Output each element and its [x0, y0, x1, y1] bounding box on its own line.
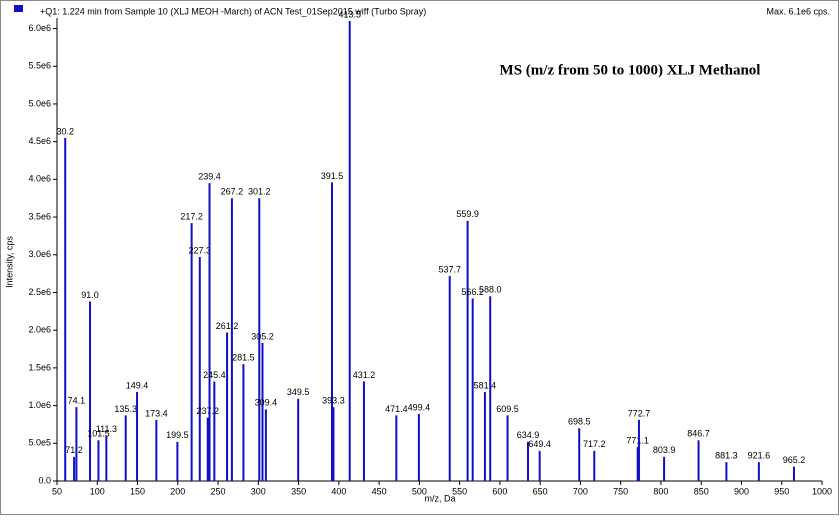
x-tick-label: 1000: [812, 486, 832, 496]
peak-label: 91.0: [81, 290, 99, 300]
peak-label: 559.9: [456, 209, 479, 219]
peak-label: 135.3: [114, 404, 137, 414]
peak-label: 227.3: [189, 245, 212, 255]
x-tick-label: 450: [372, 486, 387, 496]
peak-label: 581.4: [474, 380, 497, 390]
x-tick-label: 800: [653, 486, 668, 496]
x-tick-label: 250: [211, 486, 226, 496]
y-tick-label: 4.5e6: [28, 136, 51, 146]
peak-label: 499.4: [408, 402, 431, 412]
x-tick-label: 400: [331, 486, 346, 496]
peak-label: 803.9: [653, 445, 676, 455]
peak-label: 921.6: [748, 451, 771, 461]
peak-label: 74.1: [68, 395, 86, 405]
peak-label: 634.9: [517, 430, 540, 440]
x-tick-label: 750: [613, 486, 628, 496]
peak-label: 281.5: [232, 352, 255, 362]
x-tick-label: 700: [573, 486, 588, 496]
peak-label: 431.2: [353, 370, 376, 380]
y-tick-label: 2.5e6: [28, 287, 51, 297]
y-tick-label: 5.0e5: [28, 438, 51, 448]
peak-label: 471.4: [385, 404, 408, 414]
max-label: Max. 6.1e6 cps.: [766, 6, 830, 16]
header: +Q1: 1.224 min from Sample 10 (XLJ MEOH …: [40, 6, 426, 16]
y-tick-label: 6.0e6: [28, 23, 51, 33]
y-tick-label: 2.0e6: [28, 325, 51, 335]
y-axis-label: Intensity, cps: [4, 236, 14, 288]
y-tick-label: 3.5e6: [28, 211, 51, 221]
peak-label: 245.4: [203, 370, 226, 380]
x-tick-label: 850: [694, 486, 709, 496]
peak-label: 173.4: [145, 408, 168, 418]
peak-label: 267.2: [221, 187, 244, 197]
peak-label: 261.2: [216, 321, 239, 331]
y-tick-label: 1.5e6: [28, 362, 51, 372]
peak-label: 698.5: [568, 417, 591, 427]
peak-label: 301.2: [248, 187, 271, 197]
peak-label: 771.1: [626, 435, 649, 445]
peak-label: 71.2: [65, 445, 83, 455]
peak-label: 217.2: [180, 211, 203, 221]
y-tick-label: 1.0e6: [28, 400, 51, 410]
peak-label: 149.4: [126, 380, 149, 390]
peak-label: 537.7: [438, 264, 461, 274]
x-tick-label: 300: [251, 486, 266, 496]
peak-label: 965.2: [783, 455, 806, 465]
peak-label: 772.7: [628, 408, 651, 418]
peak-label: 237.2: [196, 406, 219, 416]
y-tick-label: 5.0e6: [28, 98, 51, 108]
x-tick-label: 900: [734, 486, 749, 496]
peak-label: 349.5: [287, 387, 310, 397]
peak-label: 609.5: [496, 404, 519, 414]
peak-label: 305.2: [251, 331, 274, 341]
y-tick-label: 5.5e6: [28, 61, 51, 71]
legend-swatch: [14, 5, 23, 12]
y-tick-label: 0.0: [38, 475, 51, 485]
peak-label: 846.7: [687, 429, 710, 439]
x-tick-label: 200: [170, 486, 185, 496]
peak-label: 717.2: [583, 439, 606, 449]
x-tick-label: 100: [90, 486, 105, 496]
annotation: MS (m/z from 50 to 1000) XLJ Methanol: [500, 62, 761, 78]
peak-label: 413.5: [338, 9, 361, 19]
peak-label: 199.5: [166, 430, 189, 440]
peak-label: 391.5: [321, 171, 344, 181]
x-axis-label: m/z, Da: [424, 493, 455, 503]
peak-label: 111.3: [96, 424, 117, 434]
peak-label: 566.2: [461, 287, 484, 297]
x-tick-label: 50: [52, 486, 62, 496]
x-tick-label: 950: [774, 486, 789, 496]
x-tick-label: 150: [130, 486, 145, 496]
peak-label: 30.2: [56, 126, 74, 136]
y-tick-label: 3.0e6: [28, 249, 51, 259]
peak-label: 588.0: [479, 285, 502, 295]
peak-label: 101.5: [87, 429, 110, 439]
x-tick-label: 350: [291, 486, 306, 496]
peak-label: 649.4: [528, 439, 551, 449]
peak-label: 393.3: [322, 395, 345, 405]
peak-label: 881.3: [715, 451, 738, 461]
y-tick-label: 4.0e6: [28, 174, 51, 184]
x-tick-label: 500: [412, 486, 427, 496]
x-tick-label: 600: [492, 486, 507, 496]
x-tick-label: 650: [533, 486, 548, 496]
x-tick-label: 550: [452, 486, 467, 496]
peak-label: 309.4: [255, 398, 278, 408]
peak-label: 239.4: [198, 172, 221, 182]
